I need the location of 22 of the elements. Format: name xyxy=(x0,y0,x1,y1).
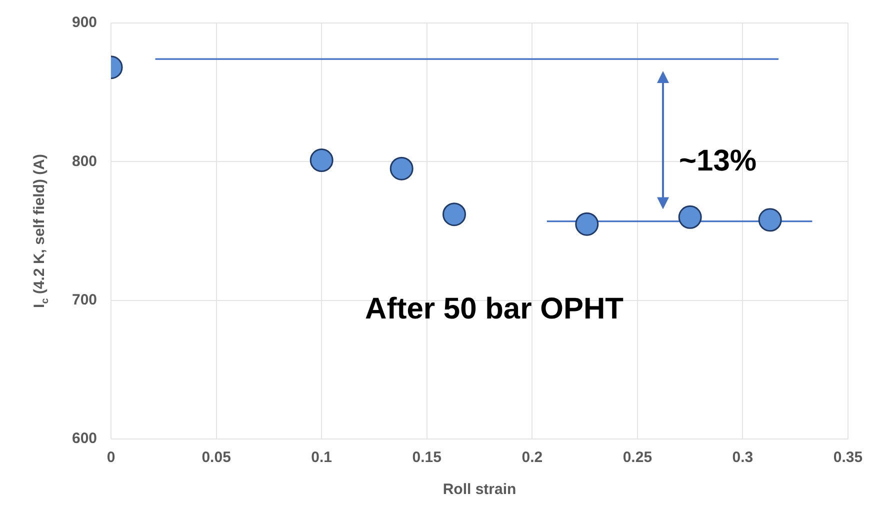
point xyxy=(390,156,414,180)
x-tick-label: 0.05 xyxy=(202,449,231,466)
x-tick-label: 0.1 xyxy=(311,449,332,466)
y-tick-label: 700 xyxy=(72,291,98,308)
point xyxy=(678,205,702,229)
y-tick-label: 900 xyxy=(72,14,98,32)
point xyxy=(310,148,334,172)
point xyxy=(442,202,466,226)
annotation: ~13% xyxy=(679,144,757,178)
y-tick-label: 600 xyxy=(72,430,98,448)
point xyxy=(575,212,599,236)
x-tick-label: 0.25 xyxy=(622,449,652,466)
x-axis-title: Roll strain xyxy=(442,481,516,498)
x-tick-label: 0 xyxy=(106,449,116,466)
x-tick-label: 0.3 xyxy=(732,449,754,466)
x-tick-label: 0.2 xyxy=(522,449,543,466)
y-tick-label: 800 xyxy=(72,152,98,170)
x-tick-label: 0.15 xyxy=(412,449,442,466)
annotation: After 50 bar OPHT xyxy=(365,292,624,326)
x-tick-label: 0.35 xyxy=(833,449,863,466)
y-axis-title: Ic (4.2 K, self field) (A) xyxy=(31,154,51,308)
point xyxy=(758,208,782,232)
